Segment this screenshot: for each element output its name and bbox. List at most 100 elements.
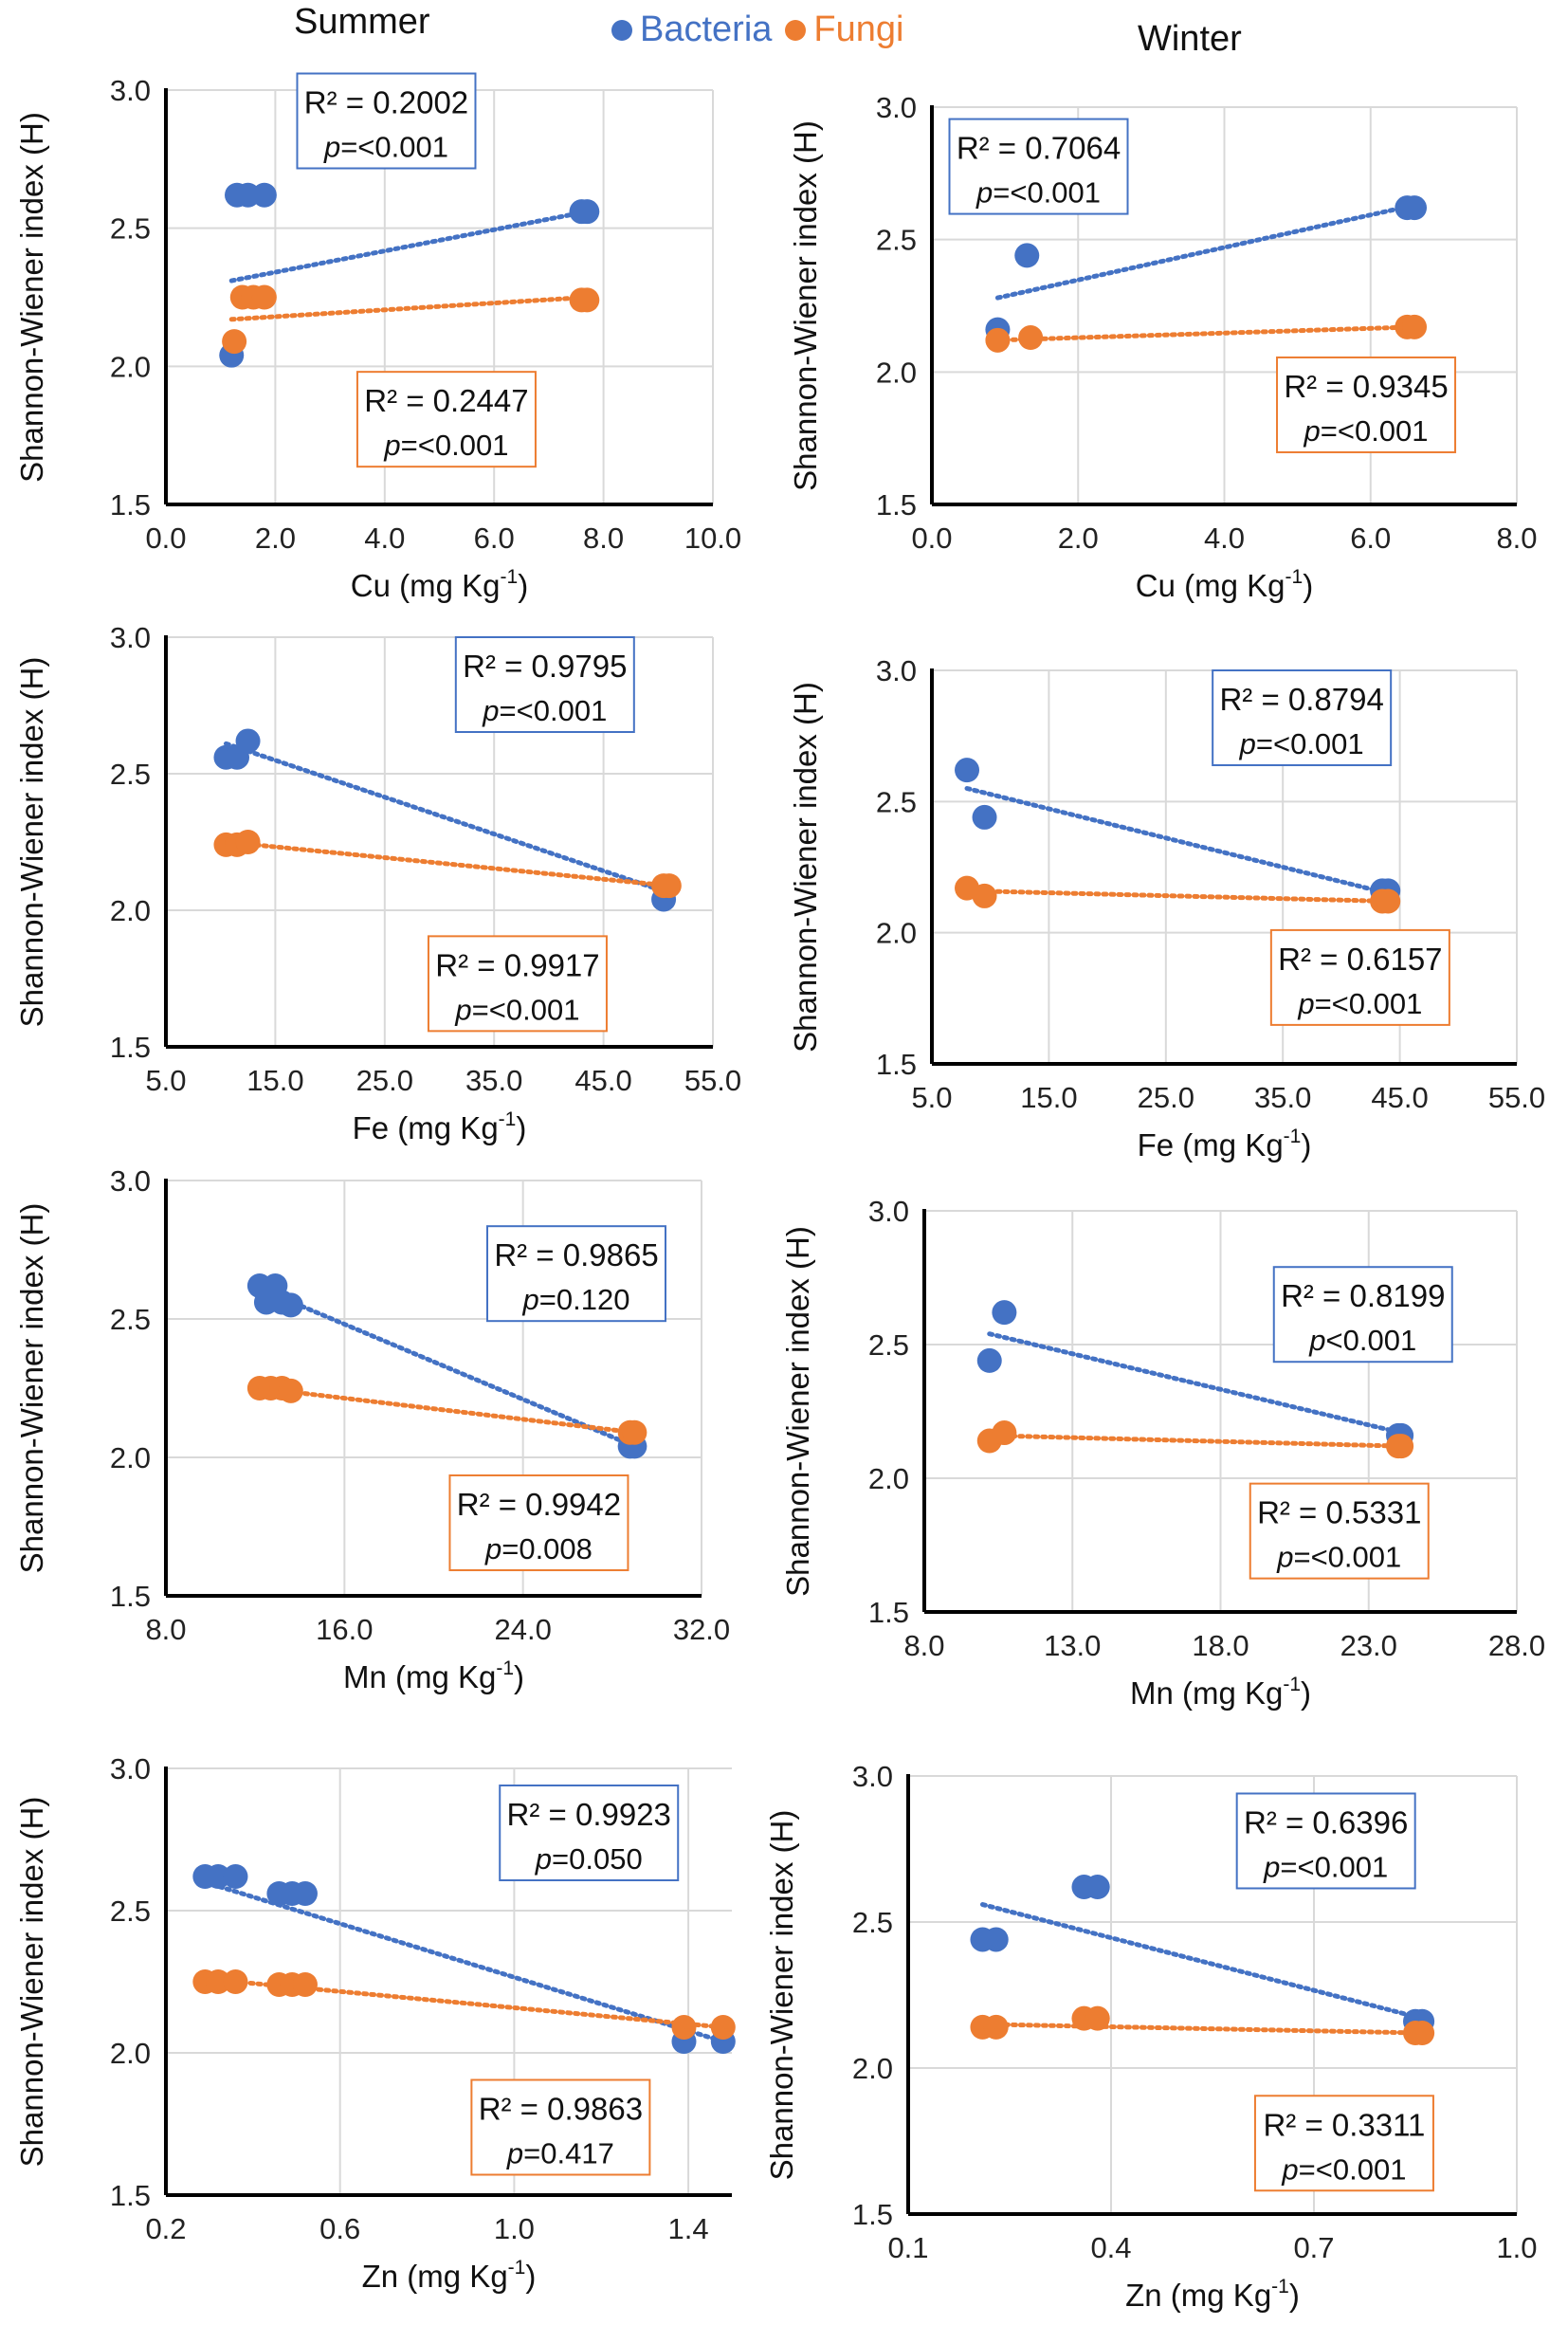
fungi-point: [1410, 2021, 1435, 2046]
r-squared-label: R² = 0.8199: [1281, 1278, 1445, 1313]
chart-fe-summer: 1.5 2.0 2.5 3.0 5.0 15.0 25.0 35.0 45.0 55.0 Fe (m…: [14, 621, 741, 1145]
chart-zn-winter: 1.5 2.0 2.5 3.0 0.1 0.4 0.7 1.0 Zn (mg Kg-1) Shan…: [764, 1760, 1538, 2313]
x-tick-label: 5.0: [145, 1064, 186, 1097]
x-tick-label: 0.2: [145, 2212, 186, 2245]
y-axis-title: Shannon-Wiener index (H): [780, 1226, 815, 1597]
p-value-label: p=0.120: [522, 1283, 630, 1316]
y-tick-label: 1.5: [876, 1048, 917, 1081]
y-tick-label: 1.5: [110, 1031, 151, 1064]
x-tick-label: 35.0: [465, 1064, 522, 1097]
bacteria-point: [574, 199, 600, 225]
fungi-point: [656, 873, 682, 899]
bacteria-point: [976, 1347, 1002, 1373]
y-tick-label: 2.0: [110, 350, 151, 383]
fungi-point: [710, 2015, 736, 2040]
fungi-point: [1402, 314, 1428, 339]
x-tick-label: 10.0: [684, 522, 741, 555]
fungi-trendline: [228, 295, 590, 322]
stats-box-frame: [427, 935, 608, 1033]
x-tick-label: 1.0: [494, 2212, 535, 2245]
x-tick-label: 4.0: [1204, 522, 1245, 555]
stats-box-frame: [470, 2078, 651, 2176]
bacteria-trendline: [257, 1286, 637, 1449]
fungi-stats-box: R² = 0.3311 p=<0.001: [1253, 2095, 1434, 2192]
bacteria-trendline: [994, 202, 1417, 301]
x-tick-label: 8.0: [583, 522, 624, 555]
stats-box-frame: [1269, 928, 1450, 1026]
y-axis-title: Shannon-Wiener index (H): [788, 682, 823, 1053]
y-tick-label: 2.5: [110, 212, 151, 246]
bacteria-stats-box: R² = 0.9923 p=0.050: [499, 1785, 680, 1881]
y-axis-title: Shannon-Wiener index (H): [14, 1203, 49, 1574]
x-tick-label: 8.0: [903, 1629, 944, 1662]
fungi-stats-box: R² = 0.9345 p=<0.001: [1276, 356, 1457, 453]
fungi-stats-box: R² = 0.9942 p=0.008: [448, 1474, 629, 1571]
fungi-trendline: [979, 2022, 1425, 2036]
bacteria-point: [292, 1881, 318, 1906]
y-tick-label: 3.0: [110, 621, 151, 654]
fungi-point: [1389, 1434, 1414, 1459]
r-squared-label: R² = 0.9345: [1284, 369, 1448, 404]
fungi-point: [985, 327, 1011, 353]
p-value-label: p=0.008: [484, 1532, 593, 1565]
y-tick-label: 2.0: [876, 917, 917, 950]
p-value-label: p=<0.001: [1297, 987, 1422, 1020]
x-axis-title: Fe (mg Kg-1): [1138, 1126, 1312, 1162]
fungi-point: [278, 1378, 303, 1403]
stats-box-frame: [454, 636, 635, 733]
x-axis-title: Mn (mg Kg-1): [343, 1657, 524, 1694]
fungi-stats-box: R² = 0.2447 p=<0.001: [356, 371, 537, 468]
y-axis-title: Shannon-Wiener index (H): [14, 657, 49, 1028]
bacteria-point: [251, 182, 277, 208]
y-axis-title: Shannon-Wiener index (H): [764, 1810, 799, 2181]
r-squared-label: R² = 0.2002: [304, 85, 468, 120]
p-value-label: p=0.417: [506, 2137, 614, 2170]
x-tick-label: 18.0: [1192, 1629, 1249, 1662]
bacteria-point: [223, 1864, 248, 1889]
legend-fungi-label: Fungi: [813, 9, 904, 49]
legend-bacteria-label: Bacteria: [640, 9, 773, 49]
bacteria-point: [983, 1927, 1009, 1952]
r-squared-label: R² = 0.6157: [1278, 942, 1442, 977]
fungi-point: [1085, 2005, 1110, 2031]
x-tick-label: 55.0: [1488, 1081, 1545, 1114]
r-squared-label: R² = 0.9942: [457, 1487, 621, 1522]
x-tick-label: 8.0: [1496, 522, 1537, 555]
x-tick-label: 13.0: [1044, 1629, 1101, 1662]
x-tick-label: 8.0: [145, 1613, 186, 1646]
x-axis-title: Cu (mg Kg-1): [1136, 566, 1313, 603]
chart-cu-winter: 1.5 2.0 2.5 3.0 0.0 2.0 4.0 6.0 8.0 Cu (mg Kg-1) S…: [788, 91, 1538, 603]
p-value-label: p=<0.001: [1281, 2152, 1406, 2186]
y-tick-label: 1.5: [868, 1596, 909, 1629]
y-tick-label: 1.5: [110, 1580, 151, 1613]
p-value-label: p=<0.001: [454, 993, 579, 1026]
x-tick-label: 6.0: [1350, 522, 1391, 555]
x-tick-label: 6.0: [474, 522, 515, 555]
x-axis-title: Zn (mg Kg-1): [1125, 2276, 1300, 2313]
x-tick-label: 23.0: [1340, 1629, 1397, 1662]
x-axis-title: Cu (mg Kg-1): [351, 566, 528, 603]
y-tick-label: 2.0: [868, 1462, 909, 1495]
x-tick-label: 25.0: [1138, 1081, 1194, 1114]
bacteria-trendline: [979, 1902, 1425, 2022]
y-tick-label: 3.0: [876, 654, 917, 687]
p-value-label: p=<0.001: [482, 694, 607, 727]
bacteria-point: [1085, 1875, 1110, 1900]
p-value-label: p=<0.001: [1239, 727, 1364, 760]
y-tick-label: 2.0: [110, 1441, 151, 1474]
bacteria-trendline: [202, 1879, 726, 2044]
x-axis-title: Mn (mg Kg-1): [1130, 1674, 1311, 1711]
fungi-point: [983, 2014, 1009, 2040]
fungi-point: [223, 1969, 248, 1994]
x-tick-label: 0.7: [1293, 2231, 1334, 2264]
fungi-point: [292, 1972, 318, 1997]
stats-box-frame: [1235, 1792, 1416, 1890]
r-squared-label: R² = 0.9865: [494, 1237, 658, 1272]
x-tick-label: 15.0: [1020, 1081, 1077, 1114]
stats-box-frame: [356, 371, 537, 468]
legend: Bacteria Fungi: [611, 9, 903, 50]
fungi-point: [574, 287, 600, 313]
bacteria-trendline: [987, 1331, 1404, 1436]
